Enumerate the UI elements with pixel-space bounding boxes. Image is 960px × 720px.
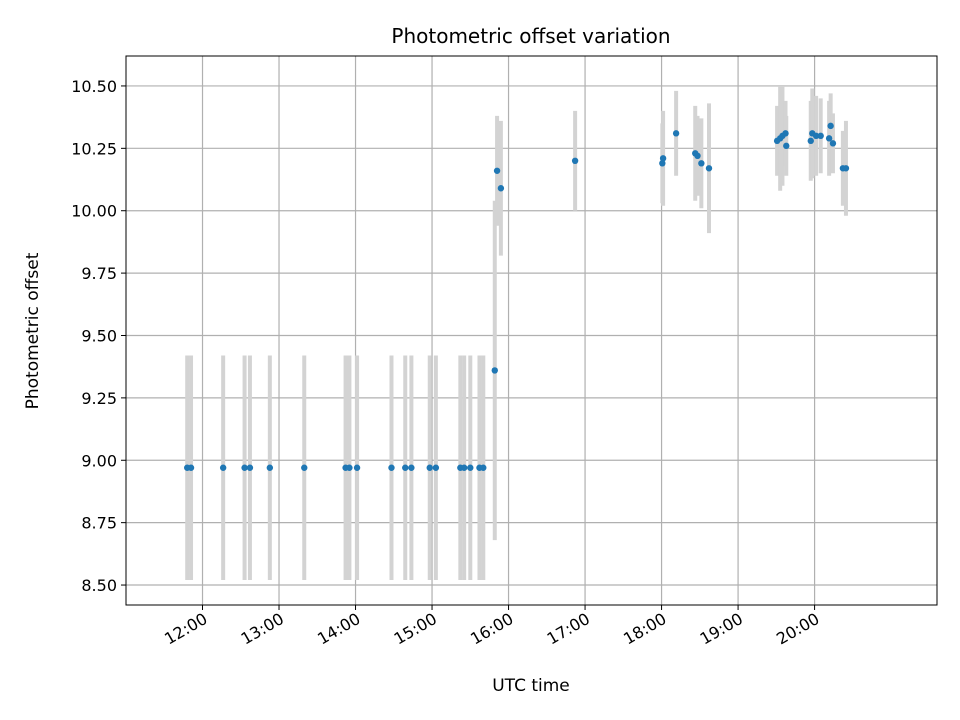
data-point [829,140,837,147]
data-point [493,167,501,174]
data-point [659,155,667,162]
data-point [672,130,680,137]
data-point [842,165,850,172]
y-tick-label: 8.75 [81,514,117,533]
data-point [705,165,713,172]
data-point [241,464,248,471]
data-point [698,160,705,167]
y-tick-label: 10.25 [71,139,117,158]
y-axis-ticks: 8.50 8.75 9.00 9.25 9.50 9.75 10.00 10.25 10.50 [71,77,126,595]
data-point [812,132,820,140]
y-tick-label: 10.00 [71,202,117,221]
y-tick-label: 10.50 [71,77,117,96]
data-point [219,464,227,471]
data-point [497,185,505,192]
data-point [807,137,814,145]
data-point [782,130,789,137]
data-point [783,142,790,150]
data-point [817,132,824,140]
y-tick-label: 9.50 [81,326,117,345]
data-point [432,464,440,471]
data-point [571,157,579,165]
y-axis-title: Photometric offset [23,252,43,409]
data-point [460,464,468,471]
data-point [825,135,833,142]
data-point [827,122,834,130]
data-point [301,464,308,471]
data-point [402,464,409,471]
data-point [426,464,433,471]
data-point [187,464,195,471]
data-point [467,464,474,471]
data-points [184,122,850,471]
plot-frame [125,55,938,606]
y-tick-label: 9.00 [81,451,117,470]
y-tick-label: 8.50 [81,576,117,595]
chart-title: Photometric offset variation [391,24,670,48]
y-tick-label: 9.25 [81,389,117,408]
data-point [246,464,254,471]
data-point [388,464,395,471]
data-point [694,152,701,160]
data-point [346,464,353,471]
y-tick-label: 9.75 [81,264,117,283]
x-axis-title: UTC time [492,676,570,696]
data-point [266,464,274,471]
data-point [659,160,666,167]
data-point [480,464,487,471]
data-point [491,367,498,374]
data-point [353,464,361,471]
data-point [408,464,415,471]
